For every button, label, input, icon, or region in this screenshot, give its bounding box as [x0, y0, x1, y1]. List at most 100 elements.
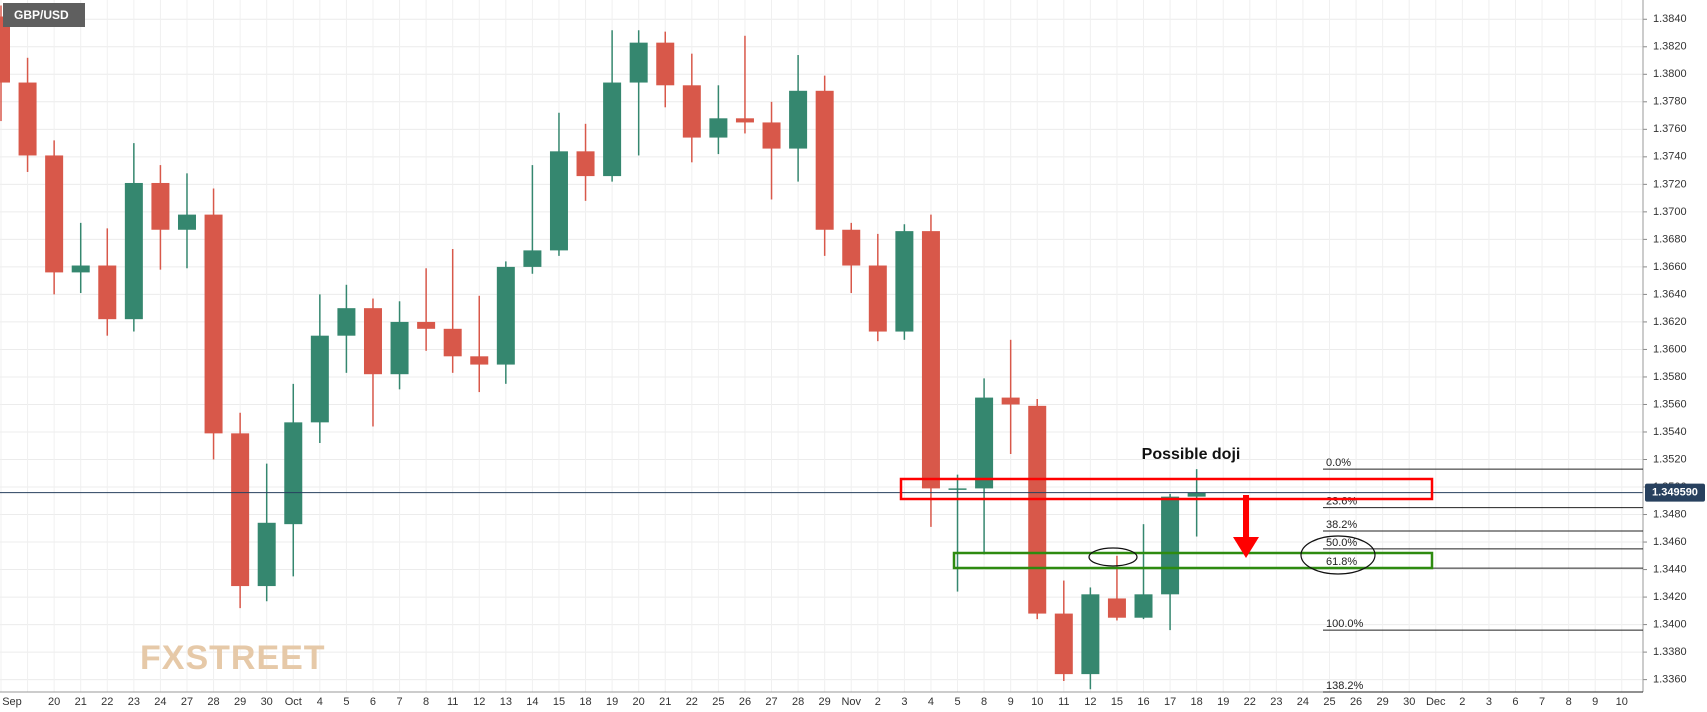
y-tick-label: 1.3620: [1653, 316, 1687, 328]
candle-body: [1187, 492, 1206, 497]
watermark: FXSTREET: [140, 639, 326, 677]
x-tick-label: 22: [101, 696, 113, 708]
candle-body: [18, 82, 37, 156]
candle-body: [789, 90, 808, 149]
x-tick-label: 24: [154, 696, 166, 708]
candle-body: [709, 118, 728, 138]
x-tick-label: 4: [928, 696, 934, 708]
y-tick-label: 1.3580: [1653, 371, 1687, 383]
x-tick-label: 6: [1512, 696, 1518, 708]
price-tag-label: 1.349590: [1652, 487, 1698, 499]
candle-body: [257, 522, 276, 587]
candle-body: [124, 182, 143, 320]
candle-body: [284, 422, 303, 525]
resistance-box: [899, 477, 1434, 501]
x-tick-label: 20: [48, 696, 60, 708]
x-tick-label: 8: [981, 696, 987, 708]
x-tick-label: 24: [1297, 696, 1309, 708]
candle-body: [656, 42, 675, 86]
x-tick-label: 17: [1164, 696, 1176, 708]
y-tick-label: 1.3360: [1653, 674, 1687, 686]
y-tick-label: 1.3700: [1653, 206, 1687, 218]
candle-body: [337, 308, 356, 336]
x-tick-label: 19: [1217, 696, 1229, 708]
candle-body: [603, 82, 622, 177]
candle-body: [177, 214, 196, 230]
x-tick-label: 13: [500, 696, 512, 708]
y-tick-label: 1.3460: [1653, 536, 1687, 548]
candle-body: [1161, 496, 1180, 595]
y-tick-label: 1.3660: [1653, 261, 1687, 273]
y-tick-label: 1.3380: [1653, 646, 1687, 658]
x-tick-label: 3: [901, 696, 907, 708]
x-tick-label: 2: [875, 696, 881, 708]
y-tick-label: 1.3420: [1653, 591, 1687, 603]
candle-body: [629, 42, 648, 83]
x-tick-label: 26: [1350, 696, 1362, 708]
ellipse: [1088, 547, 1138, 567]
y-tick-label: 1.3480: [1653, 508, 1687, 520]
x-tick-label: 28: [792, 696, 804, 708]
candle-body: [1081, 594, 1100, 675]
x-tick-label: 9: [1592, 696, 1598, 708]
x-tick-label: 11: [1058, 696, 1069, 708]
y-tick-label: 1.3560: [1653, 398, 1687, 410]
chart-title: GBP/USD: [14, 8, 69, 22]
x-tick-label: 10: [1616, 696, 1628, 708]
y-tick-label: 1.3400: [1653, 618, 1687, 630]
candle-body: [0, 16, 10, 83]
x-tick-label: 3: [1486, 696, 1492, 708]
candle-body: [842, 229, 861, 266]
arrow-shaft: [1243, 495, 1249, 539]
candle-body: [71, 265, 90, 273]
y-tick-label: 1.3720: [1653, 178, 1687, 190]
x-tick-label: 8: [1566, 696, 1572, 708]
x-tick-label: 12: [473, 696, 485, 708]
candle-body: [417, 321, 436, 329]
x-tick-label: Sep: [2, 696, 22, 708]
price-tag: [1645, 483, 1705, 502]
x-tick-label: 19: [606, 696, 618, 708]
fib-label: 0.0%: [1326, 457, 1351, 469]
y-tick-label: 1.3520: [1653, 453, 1687, 465]
x-tick-label: 30: [1403, 696, 1415, 708]
x-tick-label: 22: [1244, 696, 1256, 708]
x-tick-label: 2: [1459, 696, 1465, 708]
y-tick-label: 1.3440: [1653, 563, 1687, 575]
x-tick-label: 28: [207, 696, 219, 708]
candle-body: [1054, 613, 1073, 675]
x-tick-label: Dec: [1426, 696, 1446, 708]
candle-body: [204, 214, 223, 434]
x-tick-label: 14: [526, 696, 538, 708]
y-tick-label: 1.3840: [1653, 13, 1687, 25]
candle-body: [470, 356, 489, 365]
fib-label: 50.0%: [1326, 537, 1357, 549]
title-box: [3, 3, 85, 27]
candle-body: [443, 328, 462, 357]
x-tick-label: 7: [1539, 696, 1545, 708]
x-tick-label: 15: [1111, 696, 1123, 708]
x-tick-label: 12: [1084, 696, 1096, 708]
x-tick-label: 20: [633, 696, 645, 708]
candle-body: [895, 231, 914, 332]
x-tick-label: 27: [765, 696, 777, 708]
candle-body: [363, 308, 382, 375]
fib-label: 138.2%: [1326, 680, 1364, 692]
x-tick-label: 22: [686, 696, 698, 708]
x-tick-label: 10: [1031, 696, 1043, 708]
x-tick-label: 4: [317, 696, 323, 708]
candle-body: [975, 397, 994, 489]
x-tick-label: 25: [712, 696, 724, 708]
candle-body: [549, 151, 568, 251]
x-tick-label: 8: [423, 696, 429, 708]
x-tick-label: 9: [1008, 696, 1014, 708]
candle-body: [151, 182, 170, 230]
candle-body: [735, 118, 754, 123]
y-tick-label: 1.3760: [1653, 123, 1687, 135]
candle-body: [1134, 594, 1153, 618]
ellipse: [1300, 535, 1376, 575]
candle-body: [762, 122, 781, 149]
candle-body: [868, 265, 887, 332]
candle-body: [815, 90, 834, 230]
